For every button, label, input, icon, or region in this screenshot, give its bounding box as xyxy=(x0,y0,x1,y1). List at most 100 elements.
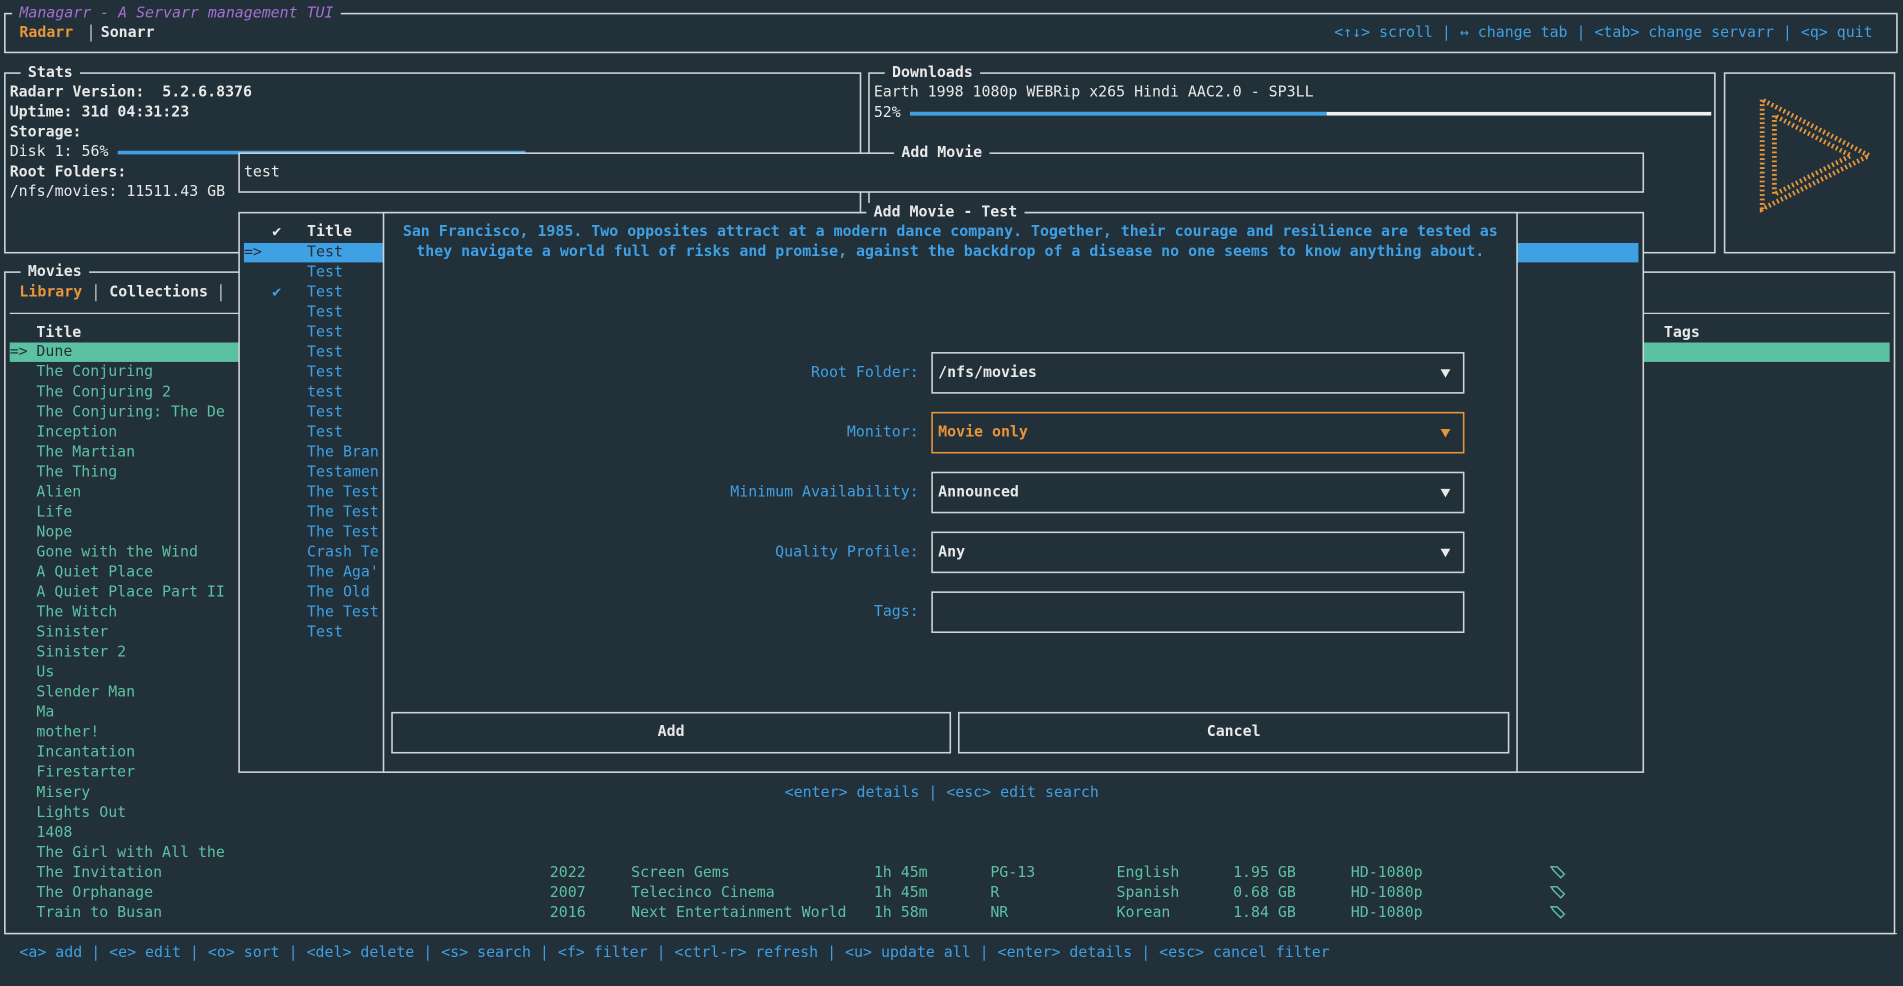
movie-title[interactable]: Incantation xyxy=(36,743,135,761)
movie-title[interactable]: Inception xyxy=(36,422,117,440)
result-title[interactable]: Testamen xyxy=(307,463,379,481)
movie-title[interactable]: Firestarter xyxy=(36,763,135,781)
movie-cell: Korean xyxy=(1117,903,1171,921)
progress-bar xyxy=(910,111,1327,116)
stats-line: Radarr Version: 5.2.6.8376 xyxy=(10,82,252,100)
movie-title[interactable]: The Invitation xyxy=(36,863,162,881)
movie-title[interactable]: The Thing xyxy=(36,462,117,480)
dropdown-arrow xyxy=(1440,488,1451,498)
search-input[interactable]: test xyxy=(244,163,280,181)
movie-title[interactable]: Us xyxy=(36,663,54,681)
movie-title[interactable]: Alien xyxy=(36,482,81,500)
movie-title[interactable]: A Quiet Place Part II xyxy=(36,583,224,601)
movie-cell: R xyxy=(990,883,999,901)
button-label[interactable]: Add xyxy=(658,722,685,740)
tag-icon xyxy=(1549,906,1566,919)
tag-icon xyxy=(1549,866,1566,879)
movie-title[interactable]: The Orphanage xyxy=(36,883,153,901)
movie-cell: 1h 45m xyxy=(874,863,928,881)
result-title[interactable]: Crash Te xyxy=(307,543,379,561)
modal-title: Add Movie - Test xyxy=(874,203,1018,221)
result-title[interactable]: The Test xyxy=(307,523,379,541)
result-title[interactable]: test xyxy=(307,383,343,401)
tab-sonarr[interactable]: Sonarr xyxy=(101,23,155,41)
movie-title[interactable]: The Martian xyxy=(36,442,135,460)
field-box[interactable] xyxy=(931,352,1465,394)
field-box[interactable] xyxy=(931,531,1465,574)
movie-title[interactable]: 1408 xyxy=(36,823,72,841)
stats-line: Storage: xyxy=(10,122,82,140)
movie-title[interactable]: mother! xyxy=(36,723,99,741)
movie-cell: 2016 xyxy=(550,903,586,921)
movie-title[interactable]: The Conjuring xyxy=(36,362,153,380)
app-title: Managarr - A Servarr management TUI xyxy=(18,4,333,22)
result-title[interactable]: Test xyxy=(307,283,343,301)
dropdown-arrow xyxy=(1440,548,1451,558)
description: San Francisco, 1985. Two opposites attra… xyxy=(403,222,1498,240)
movie-cell: HD-1080p xyxy=(1351,863,1423,881)
movie-title[interactable]: A Quiet Place xyxy=(36,562,153,580)
modal-hints: <enter> details | <esc> edit search xyxy=(785,783,1099,801)
movie-title[interactable]: Misery xyxy=(36,783,90,801)
field-value: Any xyxy=(938,542,965,560)
result-title[interactable]: The Old xyxy=(307,583,370,601)
tab-library[interactable]: Library xyxy=(19,283,82,301)
tab-radarr[interactable]: Radarr xyxy=(19,23,73,41)
field-box[interactable] xyxy=(931,411,1465,454)
movie-cell: English xyxy=(1117,863,1180,881)
downloads-title: Downloads xyxy=(892,63,973,81)
movie-title[interactable]: Nope xyxy=(36,522,72,540)
button-label[interactable]: Cancel xyxy=(1207,722,1261,740)
movie-cell: 1h 58m xyxy=(874,903,928,921)
result-check: ✔ xyxy=(272,283,281,301)
movie-title[interactable]: The Conjuring 2 xyxy=(36,382,171,400)
movie-title[interactable]: The Girl with All the xyxy=(36,843,224,861)
movie-title[interactable]: Sinister xyxy=(36,623,108,641)
result-title[interactable]: Test xyxy=(307,243,343,261)
result-title[interactable]: Test xyxy=(307,323,343,341)
movie-title[interactable]: Gone with the Wind xyxy=(36,542,198,560)
row-selector: => xyxy=(10,342,28,360)
results-title-header: Title xyxy=(307,222,352,240)
result-title[interactable]: The Bran xyxy=(307,443,379,461)
result-title[interactable]: Test xyxy=(307,403,343,421)
movie-title[interactable]: Lights Out xyxy=(36,803,126,821)
button[interactable] xyxy=(391,711,952,754)
footer-help: <a> add | <e> edit | <o> sort | <del> de… xyxy=(19,943,1329,961)
result-title[interactable]: Test xyxy=(307,343,343,361)
tab-collections[interactable]: Collections xyxy=(109,283,208,301)
movie-title[interactable]: The Conjuring: The De xyxy=(36,402,224,420)
result-title[interactable]: Test xyxy=(307,622,343,640)
movie-cell: 1.95 GB xyxy=(1233,863,1296,881)
field-box[interactable] xyxy=(931,471,1465,514)
title-gap xyxy=(894,143,990,163)
result-title[interactable]: The Aga' xyxy=(307,563,379,581)
button[interactable] xyxy=(957,711,1510,754)
movie-title[interactable]: Train to Busan xyxy=(36,903,162,921)
result-title[interactable]: Test xyxy=(307,263,343,281)
result-title[interactable]: Test xyxy=(307,363,343,381)
movie-title[interactable]: Dune xyxy=(36,342,72,360)
stats-line: Uptime: 31d 04:31:23 xyxy=(10,102,189,120)
movie-cell: 2022 xyxy=(550,863,586,881)
field-box[interactable] xyxy=(931,591,1465,633)
movie-title[interactable]: Life xyxy=(36,502,72,520)
movie-title[interactable]: Ma xyxy=(36,703,54,721)
dropdown-arrow xyxy=(1440,429,1451,438)
movie-title[interactable]: The Witch xyxy=(36,603,117,621)
logo-border xyxy=(1723,72,1896,254)
result-title[interactable]: Test xyxy=(307,423,343,441)
movie-title[interactable]: Slender Man xyxy=(36,683,135,701)
result-title[interactable]: The Test xyxy=(307,602,379,620)
logo xyxy=(1759,95,1875,213)
stats-title: Stats xyxy=(28,63,73,81)
result-title[interactable]: The Test xyxy=(307,483,379,501)
result-title[interactable]: Test xyxy=(307,303,343,321)
movies-title: Movies xyxy=(28,262,82,280)
movie-cell: 1h 45m xyxy=(874,883,928,901)
result-title[interactable]: The Test xyxy=(307,503,379,521)
field-label: Root Folder: xyxy=(811,363,919,381)
field-label: Quality Profile: xyxy=(775,542,919,560)
movie-title[interactable]: Sinister 2 xyxy=(36,643,126,661)
